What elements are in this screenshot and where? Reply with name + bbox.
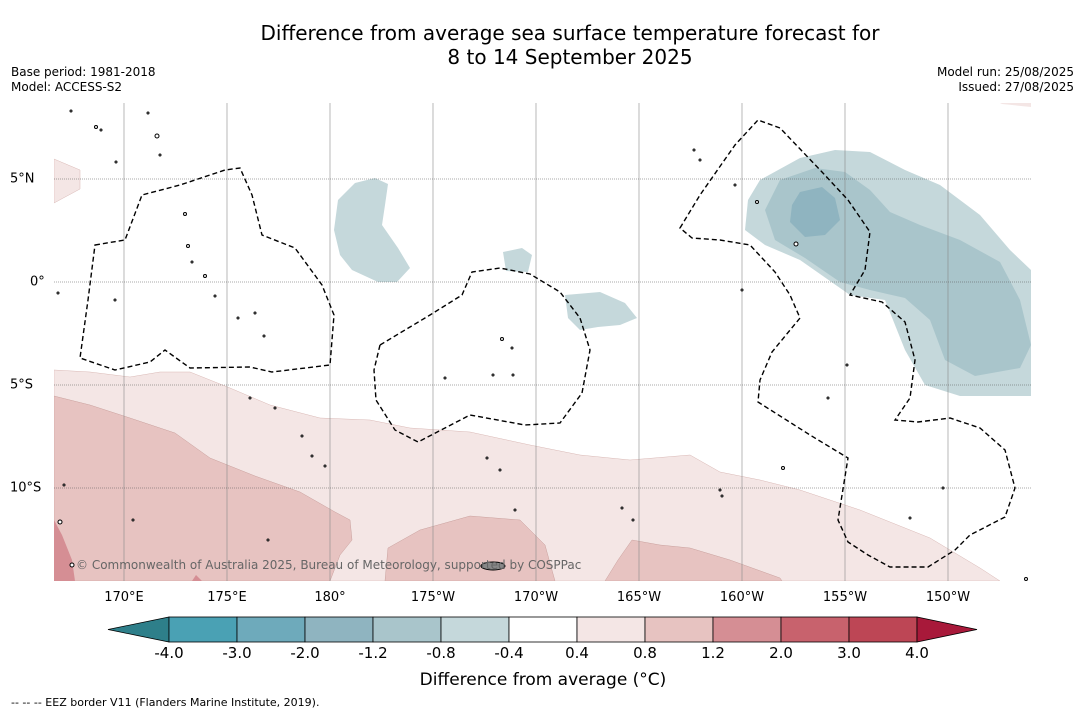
map-panel <box>54 103 1031 581</box>
colorbar-swatch <box>644 616 714 643</box>
copyright-notice: © Commonwealth of Australia 2025, Bureau… <box>76 558 582 572</box>
warm-region-1p2-b <box>192 575 202 581</box>
map-title: Difference from average sea surface temp… <box>0 21 1085 69</box>
meta-right: Model run: 25/08/2025 Issued: 27/08/2025 <box>937 65 1074 95</box>
colorbar-label: -3.0 <box>222 644 252 662</box>
colorbar-label: -2.0 <box>290 644 320 662</box>
base-period: Base period: 1981-2018 <box>11 65 156 79</box>
colorbar <box>107 616 978 643</box>
gridlines <box>123 103 949 581</box>
x-tick-label: 160°W <box>719 590 765 605</box>
colorbar-label: 1.2 <box>701 644 725 662</box>
warm-region-0p8-west <box>54 395 353 581</box>
colorbar-swatch <box>508 616 578 643</box>
eez-borders <box>79 119 1016 568</box>
warm-region-0p4-nw <box>54 158 81 204</box>
colorbar-extend-high <box>916 616 978 643</box>
colorbar-swatch <box>576 616 646 643</box>
title-line-2: 8 to 14 September 2025 <box>447 45 693 69</box>
cool-region-west <box>334 178 410 282</box>
colorbar-label: 3.0 <box>837 644 861 662</box>
x-tick-label: 170°E <box>104 590 144 605</box>
y-tick-label: 5°S <box>10 377 34 393</box>
colorbar-extend-low <box>107 616 170 643</box>
colorbar-label: -0.4 <box>494 644 524 662</box>
islands <box>56 109 1028 581</box>
y-tick-label: 5°N <box>10 171 35 187</box>
colorbar-swatch <box>712 616 782 643</box>
island-large <box>480 561 506 571</box>
colorbar-label: 2.0 <box>769 644 793 662</box>
colorbar-swatch <box>236 616 306 643</box>
cool-region-east-1p2 <box>790 187 840 237</box>
x-tick-label: 150°W <box>925 590 971 605</box>
colorbar-title: Difference from average (°C) <box>419 670 667 690</box>
colorbar-label: -0.8 <box>426 644 456 662</box>
meta-left: Base period: 1981-2018 Model: ACCESS-S2 <box>11 65 156 95</box>
model-name: Model: ACCESS-S2 <box>11 80 123 94</box>
colorbar-label: -1.2 <box>358 644 388 662</box>
x-tick-label: 175°W <box>410 590 456 605</box>
cool-region-small <box>503 248 532 272</box>
y-tick-label: 0° <box>30 274 45 290</box>
x-tick-label: 170°W <box>513 590 559 605</box>
y-tick-label: 10°S <box>10 480 42 496</box>
cool-region-speck <box>955 291 962 301</box>
colorbar-swatch <box>848 616 918 643</box>
x-tick-label: 165°W <box>616 590 662 605</box>
warm-region-0p8-mid <box>384 515 556 581</box>
x-tick-label: 175°E <box>207 590 247 605</box>
colorbar-swatch <box>304 616 374 643</box>
x-tick-label: 180° <box>314 590 346 605</box>
title-line-1: Difference from average sea surface temp… <box>260 21 880 45</box>
colorbar-swatch <box>440 616 510 643</box>
colorbar-swatch <box>780 616 850 643</box>
eez-footnote: -- -- -- EEZ border V11 (Flanders Marine… <box>11 696 320 709</box>
colorbar-label: 4.0 <box>905 644 929 662</box>
x-tick-label: 155°W <box>822 590 868 605</box>
colorbar-label: -4.0 <box>154 644 184 662</box>
colorbar-label: 0.8 <box>633 644 657 662</box>
model-run: Model run: 25/08/2025 <box>936 65 1074 79</box>
warm-region-0p8-east <box>604 539 783 581</box>
warm-region-0p4-ne <box>1000 103 1031 107</box>
colorbar-swatch <box>372 616 442 643</box>
colorbar-label: 0.4 <box>565 644 589 662</box>
colorbar-swatch <box>168 616 238 643</box>
cool-region-mid <box>565 292 637 330</box>
issued-date: Issued: 27/08/2025 <box>958 80 1074 94</box>
